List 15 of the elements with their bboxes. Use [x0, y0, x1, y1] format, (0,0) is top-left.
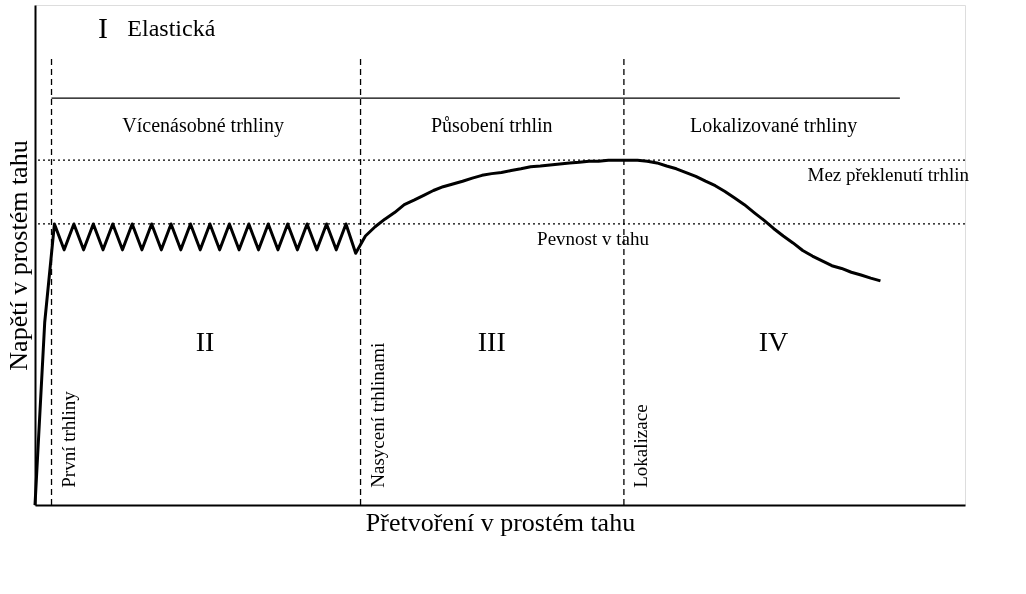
text: Působení trhlin: [430, 113, 553, 136]
annotation: III: [477, 325, 506, 357]
ref-line-label: Mez překlenutí trhlin: [807, 164, 970, 186]
annotation: II: [195, 325, 215, 357]
annotation: První trhliny: [57, 390, 79, 488]
text: I: [98, 11, 109, 45]
x-axis-title: Přetvoření v prostém tahu: [365, 507, 636, 537]
annotation: Nasycení trhlinami: [366, 342, 388, 488]
text: Vícenásobné trhliny: [122, 113, 284, 137]
annotation: IV: [758, 325, 789, 357]
text: Lokalizované trhliny: [689, 113, 858, 137]
ref-line-label: Pevnost v tahu: [537, 227, 650, 249]
y-axis-title: Napětí v prostém tahu: [3, 140, 33, 371]
text: Elastická: [127, 15, 216, 42]
annotation: Lokalizace: [629, 404, 651, 488]
